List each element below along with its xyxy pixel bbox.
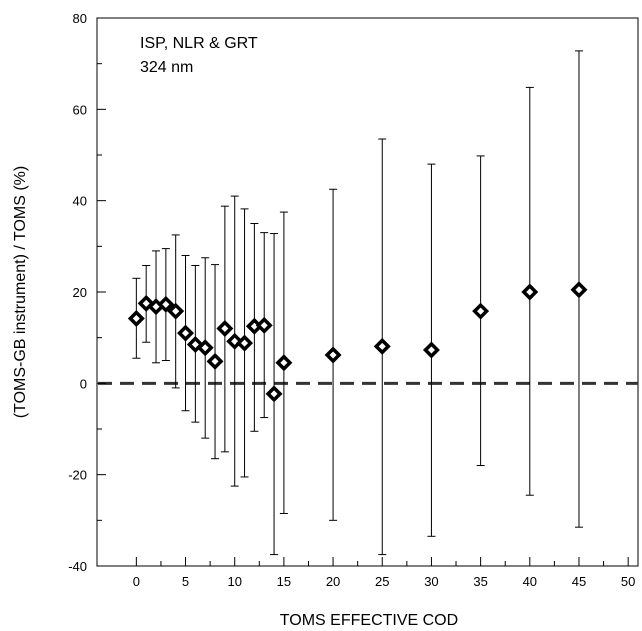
- diamond-marker: [422, 341, 440, 359]
- x-tick-label: 0: [133, 574, 140, 589]
- x-tick-label: 15: [277, 574, 291, 589]
- x-tick-label: 35: [473, 574, 487, 589]
- data-point: [570, 50, 588, 528]
- data-point: [275, 211, 293, 514]
- data-point: [324, 188, 342, 521]
- y-tick-label: 0: [80, 376, 87, 391]
- data-point: [216, 205, 234, 453]
- diamond-marker: [157, 295, 175, 313]
- data-point: [186, 265, 204, 423]
- x-tick-label: 45: [572, 574, 586, 589]
- y-tick-label: 80: [73, 11, 87, 26]
- x-axis-title: TOMS EFFECTIVE COD: [280, 612, 458, 629]
- diamond-marker: [265, 385, 283, 403]
- data-point: [265, 233, 283, 556]
- plot-frame: [96, 17, 639, 567]
- y-tick-label: 20: [73, 285, 87, 300]
- diamond-marker: [255, 316, 273, 334]
- diamond-marker: [127, 310, 145, 327]
- diamond-marker: [373, 337, 391, 355]
- data-series: [127, 50, 588, 556]
- diamond-marker: [236, 334, 254, 352]
- y-axis: -40 -20 0 20 40 60 80: [68, 11, 106, 574]
- x-tick-label: 5: [182, 574, 189, 589]
- data-point: [137, 265, 155, 343]
- y-tick-label: 40: [73, 194, 87, 209]
- data-point: [196, 257, 214, 439]
- diamond-marker: [177, 324, 195, 342]
- data-point: [422, 163, 440, 537]
- data-point: [236, 208, 254, 478]
- diamond-marker: [206, 352, 224, 370]
- data-point: [167, 234, 185, 389]
- diamond-marker: [196, 339, 214, 357]
- diamond-marker: [167, 302, 185, 320]
- x-tick-label: 40: [523, 574, 537, 589]
- x-tick-label: 20: [326, 574, 340, 589]
- annotation-line-2: 324 nm: [140, 59, 193, 76]
- data-point: [226, 195, 244, 487]
- diamond-marker: [324, 346, 342, 364]
- data-point: [177, 254, 195, 412]
- data-point: [521, 86, 539, 496]
- data-point: [127, 277, 145, 359]
- x-tick-label: 30: [424, 574, 438, 589]
- diamond-marker: [472, 302, 490, 320]
- data-point: [157, 248, 175, 361]
- x-axis: 0 5 10 15 20 25 30 35 40 45 50: [133, 557, 635, 589]
- diamond-marker: [521, 283, 539, 301]
- y-tick-label: -40: [68, 559, 87, 574]
- diamond-marker: [570, 281, 588, 299]
- data-point: [206, 264, 224, 460]
- annotation-line-1: ISP, NLR & GRT: [140, 35, 258, 52]
- y-axis-title: (TOMS-GB instrument) / TOMS (%): [12, 166, 29, 418]
- data-point: [472, 155, 490, 467]
- diamond-marker: [216, 320, 234, 338]
- x-tick-label: 10: [227, 574, 241, 589]
- y-tick-label: 60: [73, 102, 87, 117]
- data-point: [255, 232, 273, 419]
- x-tick-label: 25: [375, 574, 389, 589]
- data-point: [373, 138, 391, 556]
- y-tick-label: -20: [68, 468, 87, 483]
- diamond-marker: [275, 354, 293, 372]
- x-tick-label: 50: [621, 574, 635, 589]
